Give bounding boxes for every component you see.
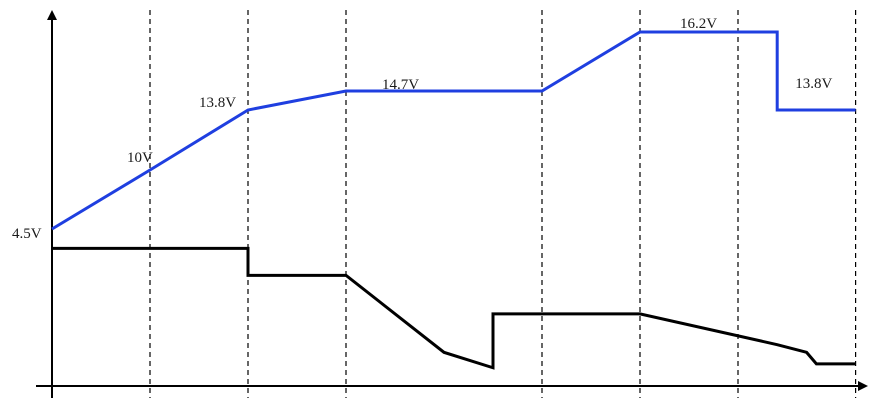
axes — [36, 10, 868, 398]
voltage-labels: 4.5V 10V 13.8V 14.7V 16.2V 13.8V — [12, 16, 832, 242]
voltage-line — [51, 30, 856, 231]
y-axis-arrow — [47, 10, 57, 20]
voltage-label-6: 13.8V — [795, 76, 832, 92]
current-line — [52, 246, 856, 370]
series-layer — [51, 30, 856, 370]
voltage-label-5: 16.2V — [680, 16, 717, 32]
voltage-label-4: 14.7V — [382, 77, 419, 93]
voltage-label-1: 4.5V — [12, 226, 42, 242]
x-axis-arrow — [858, 381, 868, 391]
voltage-label-3: 13.8V — [199, 95, 236, 111]
voltage-label-2: 10V — [127, 150, 153, 166]
stage-dividers — [149, 10, 857, 398]
